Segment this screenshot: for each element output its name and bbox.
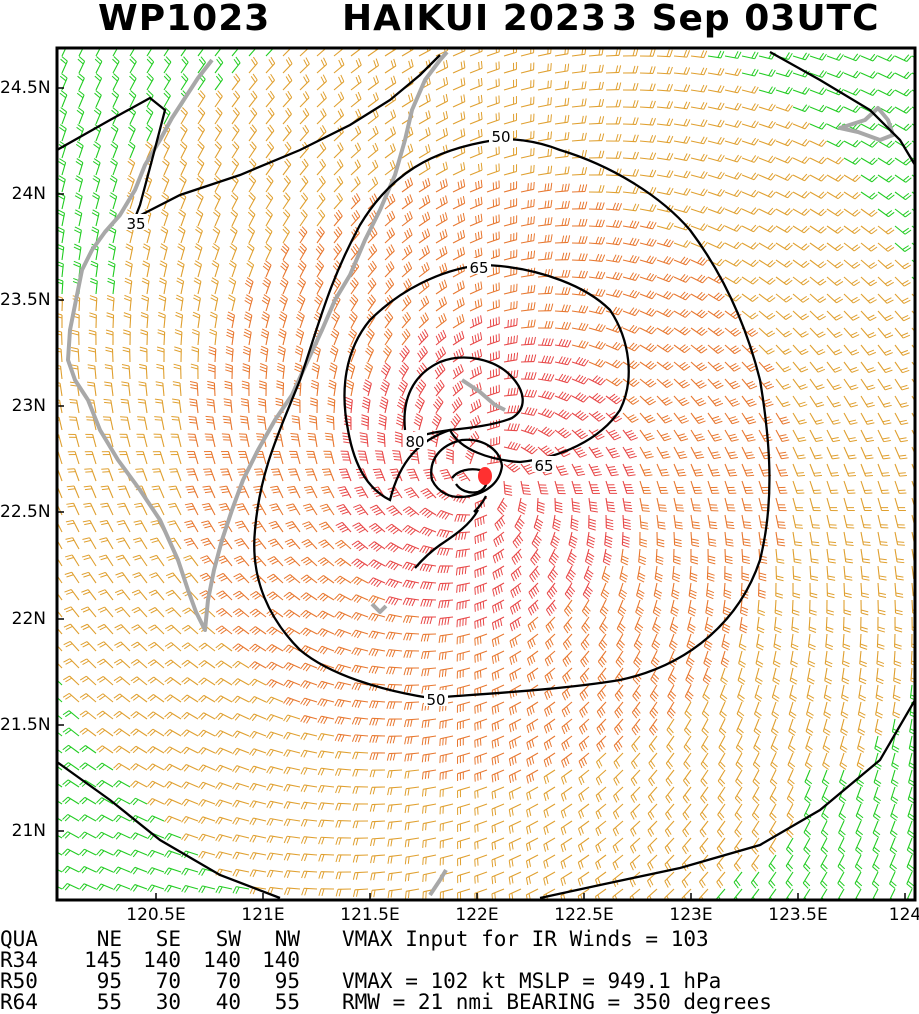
table-cell: 70 <box>155 969 181 993</box>
contour-80-inner <box>430 438 504 499</box>
lon-label-122-5e: 122.5E <box>554 905 614 925</box>
contour-label-35: 35 <box>126 215 145 233</box>
table-header-sw: SW <box>215 927 241 951</box>
island-coastline <box>838 106 895 142</box>
lat-label-24n: 24N <box>11 184 46 204</box>
table-cell: 55 <box>96 990 122 1014</box>
lat-label-22-5n: 22.5N <box>0 502 51 522</box>
south-island <box>428 868 448 897</box>
contour-label-65-right: 65 <box>534 457 553 475</box>
coastline <box>66 50 895 897</box>
contour-50 <box>253 138 771 700</box>
small-island <box>370 602 388 614</box>
storm-id-title: WP1023 <box>98 0 271 39</box>
table-cell: 30 <box>155 990 181 1014</box>
lon-ticks <box>155 893 906 900</box>
lon-label-122e: 122E <box>455 905 499 925</box>
table-cell: 95 <box>274 969 300 993</box>
lon-label-120-5e: 120.5E <box>126 905 186 925</box>
contour-65 <box>343 263 630 502</box>
taiwan-coastline <box>66 50 449 632</box>
storm-name-title: HAIKUI 2023 <box>342 0 608 39</box>
lat-label-23n: 23N <box>11 396 46 416</box>
table-row-label: R50 <box>0 969 38 993</box>
table-cell: 70 <box>215 969 241 993</box>
contour-labels: 35 50 65 80 65 50 <box>124 127 556 709</box>
contour-35-ne <box>769 50 915 166</box>
table-header-qua: QUA <box>0 927 38 951</box>
lon-label-121e: 121E <box>241 905 285 925</box>
datetime-title: 3 Sep 03UTC <box>612 0 880 39</box>
lon-label-121-5e: 121.5E <box>340 905 400 925</box>
contour-inner-tail2 <box>473 495 488 513</box>
lon-label-124: 124 <box>888 905 919 925</box>
contour-label-50-top: 50 <box>491 128 510 146</box>
table-row-label: R34 <box>0 948 38 972</box>
contour-label-80: 80 <box>405 433 424 451</box>
table-header-nw: NW <box>274 927 300 951</box>
map-frame <box>55 46 917 902</box>
table-cell: 140 <box>262 948 300 972</box>
table-cell: 140 <box>203 948 241 972</box>
vmax-input-line: VMAX Input for IR Winds = 103 <box>342 927 709 951</box>
lat-ticks <box>57 87 64 832</box>
table-cell: 40 <box>215 990 241 1014</box>
contour-35-nw <box>57 96 167 219</box>
contour-label-65-top: 65 <box>469 259 488 277</box>
lat-label-24-5n: 24.5N <box>0 78 51 98</box>
contour-35-n <box>134 54 441 220</box>
vmax-mslp-line: VMAX = 102 kt MSLP = 949.1 hPa <box>342 969 722 993</box>
table-header-ne: NE <box>96 927 122 951</box>
table-row-label: R64 <box>0 990 38 1014</box>
table-cell: 140 <box>143 948 181 972</box>
table-header-se: SE <box>155 927 181 951</box>
lon-label-123e: 123E <box>669 905 713 925</box>
isotachs <box>57 50 915 900</box>
rmw-bearing-line: RMW = 21 nmi BEARING = 350 degrees <box>342 990 772 1014</box>
table-cell: 55 <box>274 990 300 1014</box>
wind-barb-field <box>57 48 915 900</box>
lat-label-21n: 21N <box>11 821 46 841</box>
center-island <box>460 378 506 412</box>
contour-inner-tail <box>414 509 480 569</box>
contour-80 <box>403 356 524 442</box>
contour-label-50-bottom: 50 <box>426 691 445 709</box>
table-cell: 145 <box>84 948 122 972</box>
contour-35-se <box>539 699 915 900</box>
lon-label-123-5e: 123.5E <box>768 905 828 925</box>
storm-center-marker <box>478 467 492 485</box>
lat-label-21-5n: 21.5N <box>0 715 51 735</box>
table-cell: 95 <box>96 969 122 993</box>
lat-label-23-5n: 23.5N <box>0 290 51 310</box>
lat-label-22n: 22N <box>11 609 46 629</box>
contour-35-s <box>57 761 281 900</box>
